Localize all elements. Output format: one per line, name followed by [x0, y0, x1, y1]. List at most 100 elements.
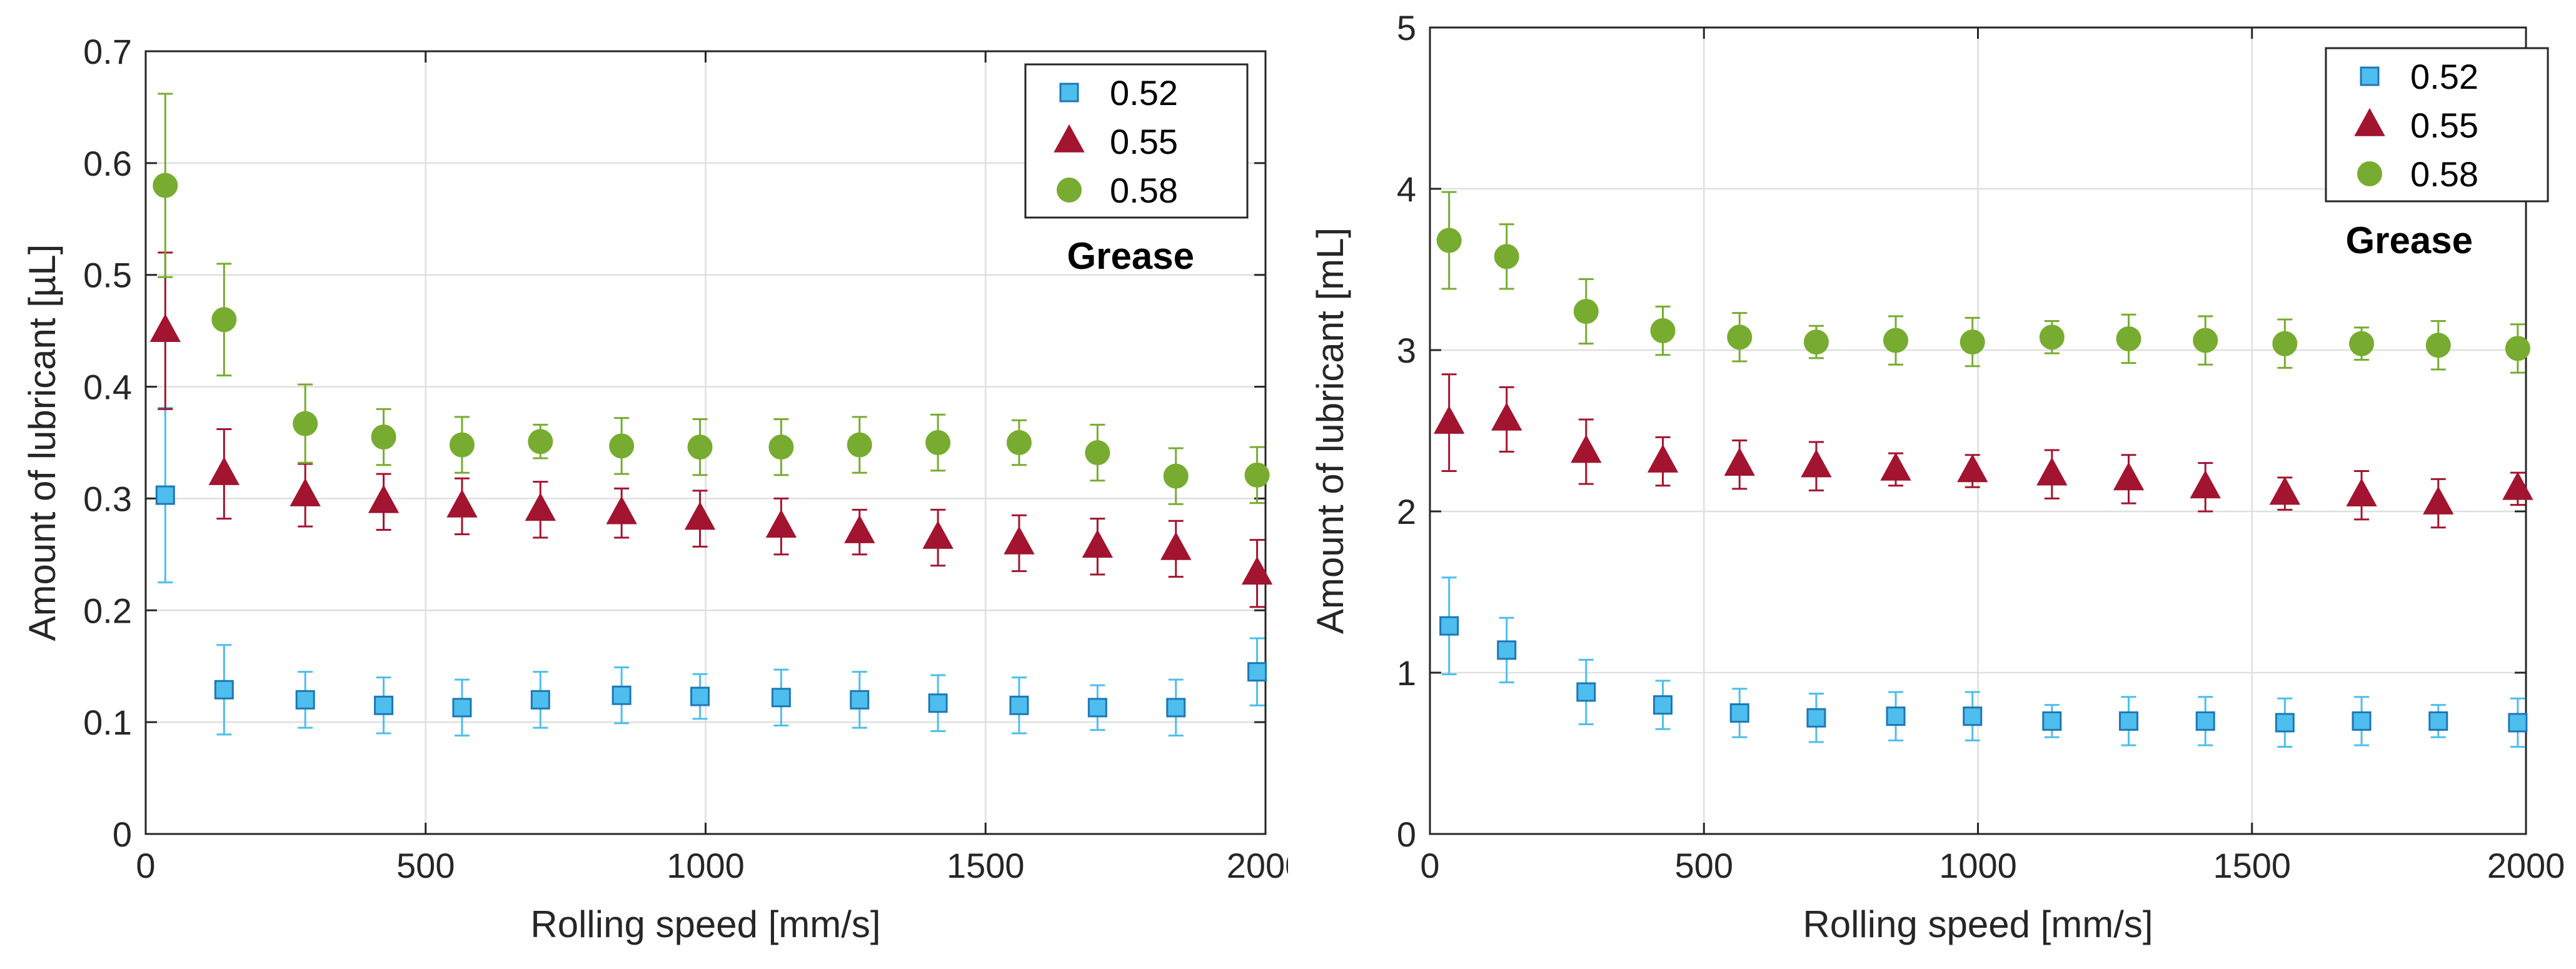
data-point: [1241, 556, 1273, 585]
data-point: [687, 434, 713, 460]
data-point: [684, 501, 716, 530]
legend-marker: [1059, 83, 1079, 103]
data-point: [2113, 462, 2145, 491]
data-point: [850, 690, 870, 710]
legend-marker: [1054, 124, 1085, 153]
data-point: [2036, 457, 2068, 486]
y-axis-label: Amount of lubricant [µL]: [21, 244, 63, 641]
data-point: [153, 173, 178, 198]
x-tick-label: 2000: [2487, 846, 2565, 885]
data-point: [2193, 328, 2218, 353]
data-point: [2346, 478, 2377, 506]
data-point: [528, 429, 553, 454]
y-tick-label: 0.1: [83, 703, 132, 742]
data-point: [1576, 682, 1596, 702]
data-point: [611, 685, 631, 705]
data-point: [1247, 662, 1267, 682]
y-ticks: 0 0.1 0.2 0.3 0.4 0.5 0.6 0.7: [83, 32, 1265, 854]
x-tick-label: 500: [1675, 846, 1733, 885]
data-point: [1886, 706, 1906, 726]
data-point: [1957, 454, 1988, 483]
data-point: [155, 485, 175, 505]
x-tick-label: 0: [136, 846, 155, 885]
data-point: [1082, 530, 1114, 558]
data-point: [2116, 326, 2141, 351]
data-point: [2039, 324, 2065, 350]
y-tick-label: 0.2: [83, 591, 132, 630]
chart-left-lubricant-ul: 0 500 1000 1500 2000 0 0.1 0.2 0.3 0.4 0.5 0.6 0.7 Ro…: [21, 32, 1288, 945]
data-point: [374, 695, 394, 715]
data-point: [1960, 329, 1985, 355]
data-point: [1573, 299, 1599, 324]
data-point: [1439, 616, 1459, 636]
data-point: [452, 698, 472, 718]
series-0.58: [1436, 191, 2530, 374]
data-point: [2352, 711, 2372, 731]
legend-label: 0.55: [2410, 106, 2478, 145]
data-point: [1650, 318, 1676, 344]
data-point: [525, 493, 556, 521]
data-point: [1436, 228, 1462, 253]
series-0.52: [1439, 576, 2528, 748]
data-point: [368, 484, 400, 513]
data-point: [1163, 463, 1189, 489]
x-tick-label: 0: [1420, 846, 1439, 885]
data-point: [1653, 695, 1673, 715]
data-point: [371, 424, 396, 450]
data-point: [2423, 486, 2454, 515]
x-tick-label: 500: [396, 846, 455, 885]
series-0.55: [1433, 373, 2533, 529]
data-point: [1803, 329, 1829, 355]
annotation-grease: Grease: [2346, 219, 2473, 261]
data-point: [2508, 713, 2528, 733]
x-ticks: 0 500 1000 1500 2000: [136, 51, 1288, 885]
data-point: [765, 509, 797, 538]
data-point: [1087, 698, 1107, 718]
data-point: [922, 520, 953, 549]
data-point: [1647, 444, 1679, 473]
annotation-grease: Grease: [1067, 235, 1195, 277]
legend-label: 0.52: [1110, 73, 1178, 113]
y-tick-label: 0: [113, 815, 132, 854]
y-tick-label: 1: [1397, 653, 1416, 693]
data-point: [1724, 447, 1755, 476]
data-point: [2425, 333, 2451, 358]
y-tick-label: 0.3: [83, 479, 132, 518]
data-point: [1880, 452, 1911, 481]
data-point: [1160, 531, 1192, 560]
data-point: [1883, 328, 1909, 353]
data-point: [1244, 462, 1270, 488]
chart-right-lubricant-ml: 0 500 1000 1500 2000 0 1 2 3 4 5 Rolling speed [mm/…: [1309, 8, 2565, 945]
x-tick-label: 1000: [667, 846, 745, 885]
data-point: [1729, 703, 1749, 723]
y-tick-label: 0: [1397, 815, 1416, 854]
x-ticks: 0 500 1000 1500 2000: [1420, 28, 2565, 885]
legend: 0.52 0.55 0.58: [2325, 47, 2549, 203]
x-tick-label: 1500: [2213, 846, 2291, 885]
y-axis-label: Amount of lubricant [mL]: [1309, 228, 1351, 634]
x-tick-label: 1500: [947, 846, 1025, 885]
data-point: [2119, 711, 2139, 731]
data-point: [289, 478, 321, 506]
data-point: [1571, 434, 1602, 463]
data-point: [2272, 331, 2298, 356]
data-point: [1004, 526, 1035, 555]
data-point: [2505, 336, 2530, 361]
data-point: [2275, 713, 2295, 733]
series-0.58: [153, 93, 1270, 505]
data-point: [2042, 711, 2062, 731]
data-point: [208, 456, 240, 485]
data-point: [1006, 430, 1032, 455]
y-tick-label: 0.6: [83, 144, 132, 183]
legend-label: 0.52: [2410, 57, 2478, 96]
data-point: [2349, 331, 2375, 356]
y-tick-label: 0.7: [83, 32, 132, 71]
data-point: [530, 690, 550, 710]
legend-marker: [2360, 66, 2380, 86]
x-axis-label: Rolling speed [mm/s]: [530, 903, 880, 945]
data-point: [1433, 405, 1465, 434]
data-point: [1497, 640, 1517, 660]
x-tick-label: 2000: [1227, 846, 1288, 885]
y-tick-label: 0.4: [83, 368, 132, 407]
data-point: [1806, 708, 1826, 728]
